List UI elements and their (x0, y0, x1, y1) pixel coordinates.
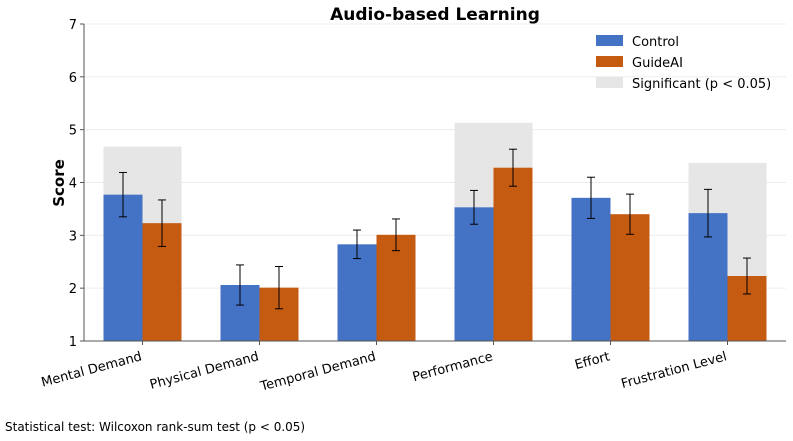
bar-guideai (493, 167, 533, 341)
audio-learning-bar-chart: Audio-based Learning Score 1 2 3 4 5 6 7 Mental… (40, 5, 786, 395)
legend-label: Significant (p < 0.05) (632, 77, 771, 92)
bar-control (337, 244, 377, 341)
legend-swatch-control (596, 35, 623, 46)
legend-label: Control (632, 35, 679, 50)
x-tick-label: Temporal Demand (258, 349, 378, 394)
bar-control (571, 197, 611, 341)
x-tick-label: Frustration Level (620, 349, 729, 392)
bar-guideai (610, 214, 650, 341)
legend-swatch-guideai (596, 56, 623, 67)
y-tick-label: 7 (69, 18, 77, 33)
x-tick-label: Performance (411, 349, 494, 385)
chart-title: Audio-based Learning (330, 5, 540, 25)
legend-label: GuideAI (632, 56, 683, 71)
bar-guideai (376, 234, 416, 341)
y-tick-label: 6 (69, 71, 77, 86)
x-tick-label: Mental Demand (40, 349, 144, 390)
x-tick-label: Effort (573, 349, 611, 373)
legend-swatch-significant (596, 77, 623, 88)
y-tick-label: 4 (69, 177, 77, 192)
statistical-test-footnote: Statistical test: Wilcoxon rank-sum test… (5, 420, 306, 434)
y-tick-label: 5 (69, 124, 77, 139)
y-tick-label: 1 (69, 335, 77, 350)
y-axis-label: Score (50, 159, 68, 207)
y-tick-label: 2 (69, 282, 77, 297)
bar-control (454, 207, 494, 341)
bar-control (103, 194, 143, 341)
y-tick-label: 3 (69, 229, 77, 244)
x-tick-label: Physical Demand (148, 349, 260, 393)
